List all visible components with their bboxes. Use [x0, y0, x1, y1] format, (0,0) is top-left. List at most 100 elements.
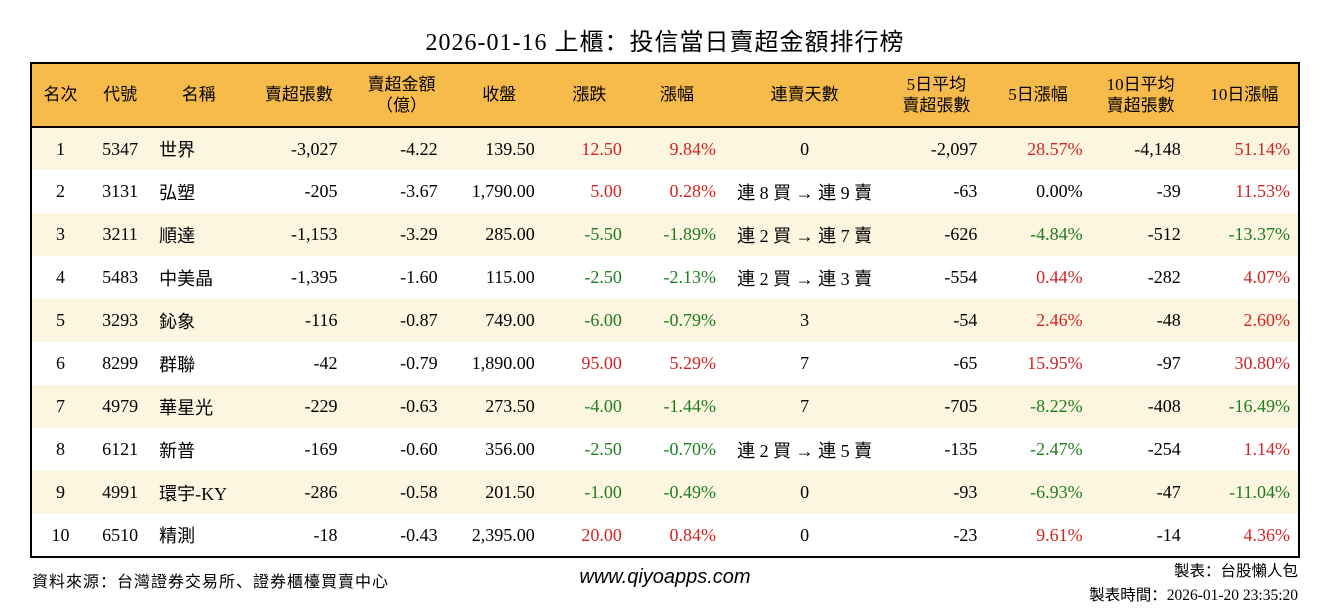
cell-code: 8299: [89, 342, 152, 385]
cell-close: 356.00: [451, 428, 547, 471]
cell-sell_volume: -286: [246, 471, 352, 514]
cell-code: 6121: [89, 428, 152, 471]
table-body: 1 5347 世界 -3,027 -4.22 139.50 12.50 9.84% 0 -2,09…: [31, 127, 1299, 557]
cell-streak: 0: [722, 127, 888, 170]
column-header-change: 漲跌: [546, 63, 632, 128]
cell-avg10: -512: [1090, 213, 1191, 256]
cell-avg5: -554: [887, 256, 986, 299]
cell-code: 5483: [89, 256, 152, 299]
cell-change: -4.00: [546, 385, 632, 428]
cell-sell_amount: -0.79: [351, 342, 452, 385]
cell-sell_volume: -229: [246, 385, 352, 428]
cell-rank: 6: [31, 342, 90, 385]
cell-avg5: -2,097: [887, 127, 986, 170]
cell-sell_amount: -3.67: [351, 170, 452, 213]
column-header-streak: 連賣天數: [722, 63, 888, 128]
cell-pct5: 15.95%: [985, 342, 1091, 385]
table-row: 7 4979 華星光 -229 -0.63 273.50 -4.00 -1.44% 7 -705-…: [31, 385, 1299, 428]
cell-close: 1,790.00: [451, 170, 547, 213]
cell-code: 3131: [89, 170, 152, 213]
cell-streak: 連 8 買 → 連 9 賣: [722, 170, 888, 213]
cell-pct10: 30.80%: [1190, 342, 1299, 385]
cell-name: 順達: [151, 213, 247, 256]
column-header-rank: 名次: [31, 63, 90, 128]
cell-sell_volume: -1,153: [246, 213, 352, 256]
cell-change_pct: 5.29%: [631, 342, 723, 385]
cell-avg5: -705: [887, 385, 986, 428]
cell-name: 精測: [151, 514, 247, 557]
table-row: 4 5483 中美晶 -1,395 -1.60 115.00 -2.50 -2.13% 連 2 …: [31, 256, 1299, 299]
cell-avg5: -63: [887, 170, 986, 213]
cell-sell_amount: -0.58: [351, 471, 452, 514]
cell-streak: 3: [722, 299, 888, 342]
report-maker-block: 製表：台股懶人包 製表時間：2026-01-20 23:35:20: [1089, 560, 1298, 608]
cell-change: 95.00: [546, 342, 632, 385]
cell-name: 中美晶: [151, 256, 247, 299]
cell-pct5: 0.44%: [985, 256, 1091, 299]
column-header-sell_volume: 賣超張數: [246, 63, 352, 128]
cell-code: 3293: [89, 299, 152, 342]
cell-streak: 0: [722, 471, 888, 514]
cell-avg10: -48: [1090, 299, 1191, 342]
cell-pct5: -8.22%: [985, 385, 1091, 428]
table-header: 名次 代號 名稱 賣超張數 賣超金額 （億） 收盤 漲跌 漲幅 連賣天數 5日平均 賣超張數 5日漲幅 1…: [31, 63, 1299, 128]
cell-avg5: -135: [887, 428, 986, 471]
page-title: 2026-01-16 上櫃：投信當日賣超金額排行榜: [425, 30, 905, 56]
table-row: 9 4991 環宇-KY -286 -0.58 201.50 -1.00 -0.49% 0 -93…: [31, 471, 1299, 514]
cell-avg5: -626: [887, 213, 986, 256]
cell-change: -2.50: [546, 256, 632, 299]
cell-rank: 3: [31, 213, 90, 256]
cell-streak: 7: [722, 385, 888, 428]
table-row: 8 6121 新普 -169 -0.60 356.00 -2.50 -0.70% 連 2 買 →…: [31, 428, 1299, 471]
website-watermark: www.qiyoapps.com: [579, 566, 751, 588]
cell-pct5: 0.00%: [985, 170, 1091, 213]
cell-change: 20.00: [546, 514, 632, 557]
cell-name: 環宇-KY: [151, 471, 247, 514]
table-row: 3 3211 順達 -1,153 -3.29 285.00 -5.50 -1.89% 連 2 買…: [31, 213, 1299, 256]
cell-sell_volume: -169: [246, 428, 352, 471]
cell-sell_volume: -3,027: [246, 127, 352, 170]
cell-name: 鈊象: [151, 299, 247, 342]
cell-sell_volume: -1,395: [246, 256, 352, 299]
cell-change_pct: 0.84%: [631, 514, 723, 557]
cell-rank: 1: [31, 127, 90, 170]
cell-close: 749.00: [451, 299, 547, 342]
cell-code: 6510: [89, 514, 152, 557]
cell-close: 115.00: [451, 256, 547, 299]
cell-sell_amount: -0.63: [351, 385, 452, 428]
column-header-avg10: 10日平均 賣超張數: [1090, 63, 1191, 128]
cell-avg10: -14: [1090, 514, 1191, 557]
cell-name: 華星光: [151, 385, 247, 428]
cell-rank: 4: [31, 256, 90, 299]
cell-streak: 連 2 買 → 連 7 賣: [722, 213, 888, 256]
report-timestamp: 製表時間：2026-01-20 23:35:20: [1089, 587, 1298, 604]
cell-pct5: -2.47%: [985, 428, 1091, 471]
cell-sell_amount: -0.87: [351, 299, 452, 342]
cell-streak: 連 2 買 → 連 3 賣: [722, 256, 888, 299]
cell-code: 4991: [89, 471, 152, 514]
table-row: 5 3293 鈊象 -116 -0.87 749.00 -6.00 -0.79% 3 -54 2.4…: [31, 299, 1299, 342]
cell-pct10: 11.53%: [1190, 170, 1299, 213]
report-maker: 製表：台股懶人包: [1173, 563, 1298, 580]
table-header-row: 名次 代號 名稱 賣超張數 賣超金額 （億） 收盤 漲跌 漲幅 連賣天數 5日平均 賣超張數 5日漲幅 1…: [31, 63, 1299, 128]
cell-avg10: -282: [1090, 256, 1191, 299]
cell-streak: 連 2 買 → 連 5 賣: [722, 428, 888, 471]
cell-streak: 7: [722, 342, 888, 385]
cell-avg10: -97: [1090, 342, 1191, 385]
cell-change_pct: -1.89%: [631, 213, 723, 256]
cell-close: 139.50: [451, 127, 547, 170]
cell-change_pct: -0.70%: [631, 428, 723, 471]
column-header-change_pct: 漲幅: [631, 63, 723, 128]
cell-close: 2,395.00: [451, 514, 547, 557]
cell-avg5: -65: [887, 342, 986, 385]
cell-close: 285.00: [451, 213, 547, 256]
cell-change: -1.00: [546, 471, 632, 514]
table-row: 10 6510 精測 -18 -0.43 2,395.00 20.00 0.84% 0 -23 9.…: [31, 514, 1299, 557]
cell-rank: 8: [31, 428, 90, 471]
cell-sell_volume: -18: [246, 514, 352, 557]
cell-pct10: 1.14%: [1190, 428, 1299, 471]
cell-pct10: -11.04%: [1190, 471, 1299, 514]
cell-change: -6.00: [546, 299, 632, 342]
cell-pct5: -4.84%: [985, 213, 1091, 256]
